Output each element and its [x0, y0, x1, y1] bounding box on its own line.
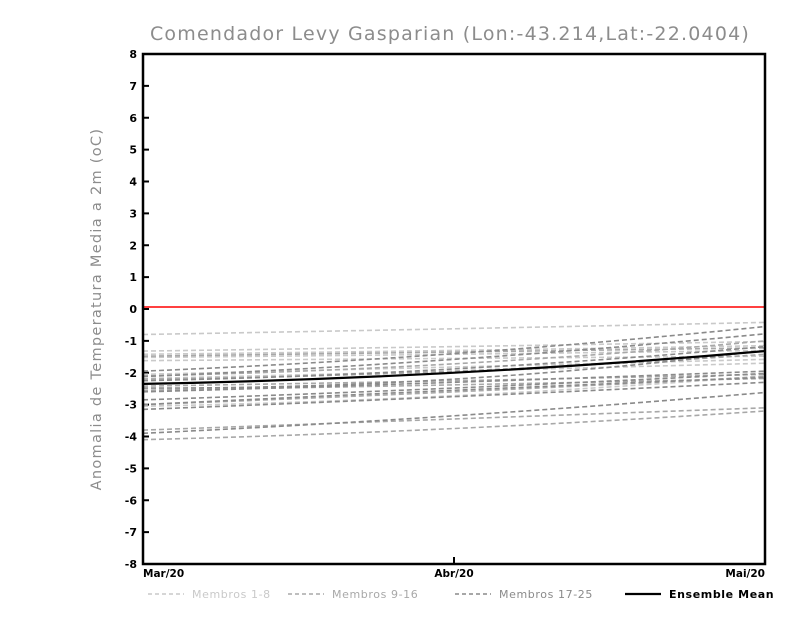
y-tick-label: 6	[129, 112, 137, 125]
y-tick-label: 2	[129, 239, 137, 252]
y-tick-label: 1	[129, 271, 137, 284]
member-line	[142, 333, 766, 378]
legend-label: Ensemble Mean	[669, 588, 774, 601]
y-tick-label: -7	[125, 526, 137, 539]
member-line	[142, 325, 766, 372]
y-tick-label: -8	[125, 558, 137, 571]
legend-label: Membros 1-8	[192, 588, 271, 601]
plot-frame	[141, 52, 767, 566]
y-tick-label: 8	[129, 48, 137, 61]
y-tick-label: -5	[125, 462, 137, 475]
x-tick-label: Abr/20	[434, 568, 473, 580]
y-tick-label: 4	[129, 176, 137, 189]
legend-label: Membros 17-25	[499, 588, 593, 601]
chart-legend: Membros 1-8 Membros 9-16 Membros 17-25 Ense…	[148, 588, 774, 601]
y-axis-label: Anomalia de Temperatura Media a 2m (oC)	[89, 128, 105, 491]
member-line	[142, 349, 766, 386]
y-tick-label: -3	[125, 399, 137, 412]
member-line	[142, 391, 766, 435]
y-tick-label: -2	[125, 367, 137, 380]
x-tick-label: Mar/20	[143, 568, 184, 580]
y-tick-label: 0	[129, 303, 137, 316]
y-tick-label: -6	[125, 494, 138, 507]
legend-label: Membros 9-16	[332, 588, 418, 601]
ensemble-member-lines	[142, 321, 766, 441]
chart-title: Comendador Levy Gasparian (Lon:-43.214,L…	[150, 23, 750, 45]
x-tick-label: Mai/20	[725, 568, 765, 580]
y-tick-label: -1	[125, 335, 137, 348]
y-tick-label: 3	[129, 207, 137, 220]
y-tick-label: 5	[129, 144, 137, 157]
y-tick-label: -4	[125, 431, 138, 444]
y-tick-label: 7	[129, 80, 137, 93]
